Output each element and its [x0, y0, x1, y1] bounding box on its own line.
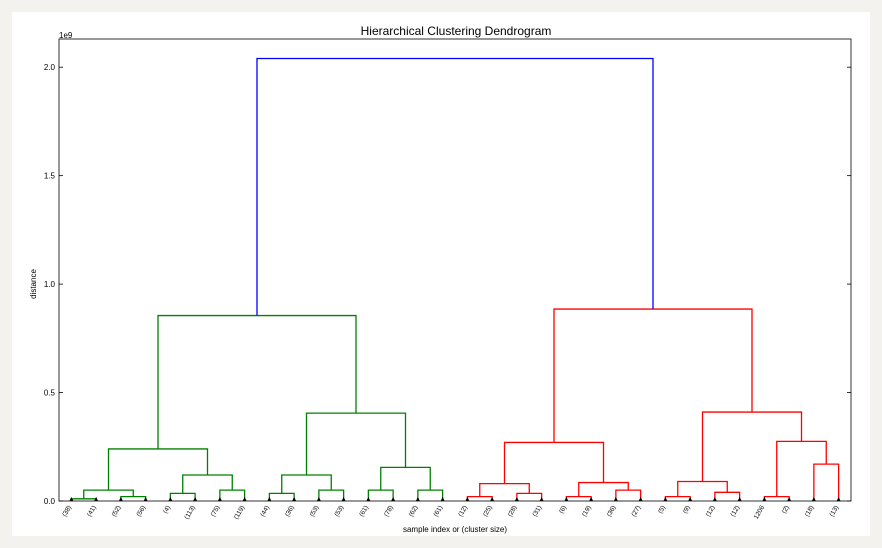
- dendrogram-link-22: [664, 496, 691, 501]
- x-tick-label: (6): [558, 505, 568, 515]
- dendrogram-link-24: [677, 480, 728, 497]
- dendrogram-link-14: [157, 314, 357, 449]
- y-tick-label: 1.0: [44, 280, 56, 289]
- x-tick-label: (62): [408, 505, 420, 519]
- x-tick-label: (9): [682, 505, 692, 515]
- x-tick-label: (61): [433, 505, 445, 519]
- x-tick-label: (28): [507, 505, 519, 519]
- plot-area: [69, 57, 841, 501]
- x-tick-label: (38): [61, 505, 73, 519]
- dendrogram-link-27: [776, 440, 827, 497]
- x-tick-label: (27): [631, 505, 643, 519]
- dendrogram-link-9: [281, 474, 332, 494]
- x-tick-label: (61): [358, 505, 370, 519]
- dendrogram-link-8: [318, 489, 345, 501]
- dendrogram-link-5: [182, 474, 233, 494]
- x-tick-label: (78): [383, 505, 395, 519]
- dendrogram-link-19: [615, 489, 642, 501]
- y-tick-label: 2.0: [44, 63, 56, 72]
- dendrogram-link-6: [107, 448, 209, 491]
- y-tick-label: 0.0: [44, 497, 56, 506]
- x-tick-label: (25): [482, 505, 494, 519]
- x-tick-label: (75): [210, 505, 222, 519]
- y-tick-label: 0.5: [44, 389, 56, 398]
- dendrogram-link-12: [380, 466, 431, 491]
- dendrogram-link-25: [763, 496, 790, 501]
- y-tick-label: 1.5: [44, 172, 56, 181]
- dendrogram-link-1: [120, 496, 147, 501]
- x-tick-label: (31): [532, 505, 544, 519]
- x-tick-label: (12): [705, 505, 717, 519]
- x-tick-label: (119): [233, 505, 246, 521]
- x-tick-label: (41): [86, 505, 98, 519]
- dendrogram-link-10: [367, 489, 394, 501]
- x-tick-label: (2): [781, 505, 791, 515]
- dendrogram-link-26: [813, 463, 840, 501]
- x-tick-label: (36): [606, 505, 618, 519]
- x-tick-label: (36): [284, 505, 296, 519]
- dendrogram-link-7: [268, 492, 295, 501]
- dendrogram-link-3: [169, 492, 196, 501]
- x-tick-label: (53): [334, 505, 346, 519]
- x-tick-label: (44): [259, 505, 271, 519]
- dendrogram-link-15: [466, 496, 493, 501]
- y-multiplier-label: 1e9: [59, 31, 73, 40]
- x-tick-label: (56): [136, 505, 148, 519]
- dendrogram-link-28: [701, 411, 803, 482]
- dendrogram-link-13: [305, 412, 407, 475]
- dendrogram-link-11: [417, 489, 444, 501]
- y-axis-label: distance: [29, 269, 38, 299]
- dendrogram-chart: Hierarchical Clustering Dendrogram 1e9 d…: [29, 24, 852, 534]
- dendrogram-link-23: [714, 491, 741, 501]
- x-tick-label: (5): [657, 505, 667, 515]
- x-tick-label: (12): [457, 505, 469, 519]
- x-tick-label: (53): [309, 505, 321, 519]
- x-tick-label: (18): [804, 505, 816, 519]
- dendrogram-link-18: [565, 496, 592, 501]
- x-tick-label: (113): [183, 505, 196, 521]
- x-axis: (38) (41) (52) (56) (4) (113) (75) (119) (44) (36…: [61, 498, 840, 521]
- dendrogram-link-29: [553, 308, 753, 443]
- x-tick-label: (19): [581, 505, 593, 519]
- plot-frame: [58, 38, 852, 502]
- x-tick-label: (4): [162, 505, 172, 515]
- x-tick-label: (13): [829, 505, 841, 519]
- chart-panel: Hierarchical Clustering Dendrogram 1e9 d…: [12, 12, 870, 536]
- dendrogram-link-16: [516, 492, 543, 501]
- dendrogram-link-17: [479, 482, 530, 497]
- dendrogram-link-21: [503, 441, 605, 484]
- dendrogram-link-2: [83, 489, 134, 499]
- x-axis-label: sample index or (cluster size): [403, 525, 507, 534]
- x-tick-label: (52): [111, 505, 123, 519]
- x-tick-label: (12): [730, 505, 742, 519]
- chart-title: Hierarchical Clustering Dendrogram: [361, 24, 552, 38]
- dendrogram-link-4: [219, 489, 246, 501]
- dendrogram-link-30: [256, 57, 654, 316]
- x-tick-label: 1206: [753, 504, 766, 520]
- y-axis: 0.0 0.5 1.0 1.5 2.0: [44, 63, 851, 506]
